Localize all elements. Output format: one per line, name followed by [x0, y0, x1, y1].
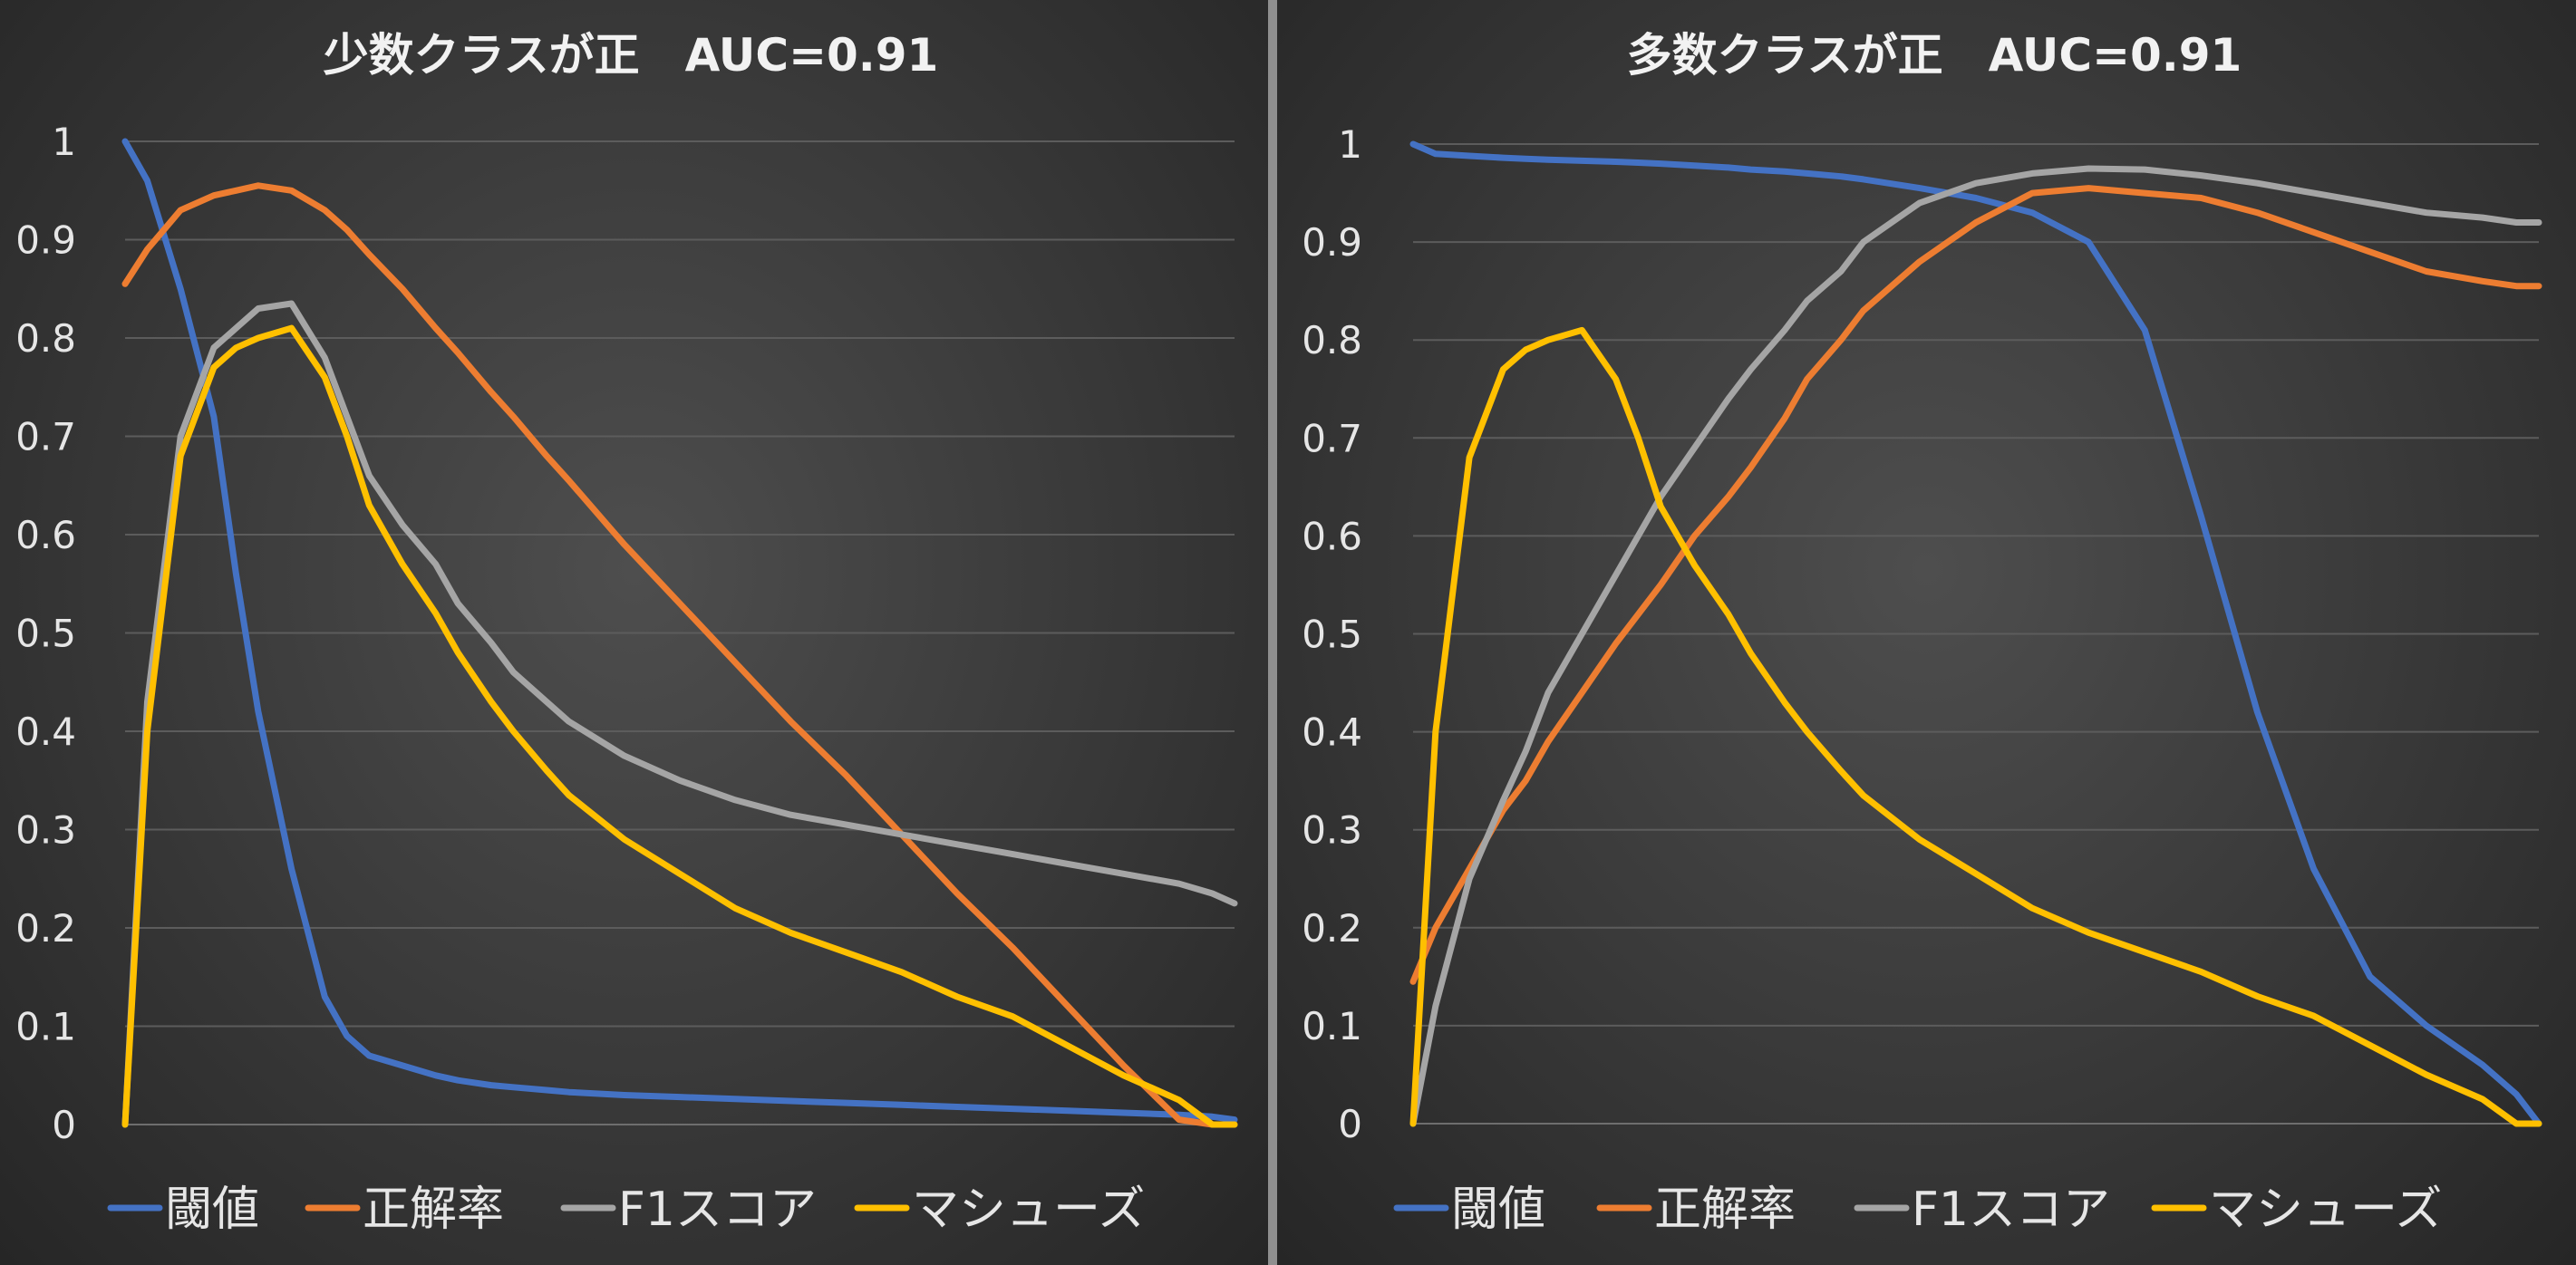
y-tick-label: 1 — [52, 120, 76, 164]
y-tick-label: 0.4 — [1302, 710, 1362, 755]
chart-panel-left: 少数クラスが正 AUC=0.91 0 0.1 0.2 0.3 0.4 0.5 0.6 0.7 0.… — [0, 0, 1268, 1265]
y-tick-label: 0.5 — [15, 612, 76, 656]
series-line-0 — [1409, 140, 2542, 1127]
y-tick-label: 0.9 — [15, 218, 76, 263]
series-line-3 — [1409, 326, 2542, 1127]
chart-svg-right: 多数クラスが正 AUC=0.91 0 0.1 0.2 0.3 0.4 0.5 0.6 0.7 0.… — [1302, 29, 2542, 1237]
legend-label: F1スコア — [1912, 1183, 2110, 1237]
chart-title: 多数クラスが正 AUC=0.91 — [1627, 29, 2242, 82]
y-tick-label: 0 — [1338, 1102, 1362, 1146]
y-tick-label: 0.5 — [1302, 613, 1362, 657]
y-tick-label: 0.6 — [1302, 514, 1362, 558]
y-tick-label: 0.2 — [1302, 906, 1362, 951]
y-tick-label: 0.2 — [15, 906, 76, 951]
series-line-1 — [121, 182, 1238, 1128]
y-tick-label: 0.3 — [15, 808, 76, 853]
series-line-3 — [121, 324, 1238, 1128]
chart-title: 少数クラスが正 AUC=0.91 — [324, 29, 939, 82]
series-line-0 — [121, 138, 1238, 1124]
legend-label: 閾値 — [1451, 1183, 1545, 1237]
y-tick-label: 0.9 — [1302, 220, 1362, 265]
chart-svg-left: 少数クラスが正 AUC=0.91 0 0.1 0.2 0.3 0.4 0.5 0.6 0.7 0.… — [15, 29, 1238, 1237]
panel-divider — [1268, 0, 1277, 1265]
series-line-2 — [121, 300, 1238, 1128]
y-tick-label: 0.6 — [15, 513, 76, 557]
legend-label: 正解率 — [363, 1183, 504, 1237]
legend-label: マシューズ — [2209, 1183, 2442, 1237]
series-line-1 — [1409, 185, 2542, 985]
legend-label: 閾値 — [165, 1183, 259, 1237]
legend-label: F1スコア — [618, 1183, 817, 1237]
y-tick-label: 0.8 — [15, 316, 76, 361]
y-tick-label: 0.7 — [1302, 416, 1362, 460]
y-tick-label: 0.1 — [1302, 1004, 1362, 1048]
y-tick-label: 0 — [52, 1103, 76, 1147]
y-tick-label: 0.7 — [15, 415, 76, 459]
chart-panel-right: 多数クラスが正 AUC=0.91 0 0.1 0.2 0.3 0.4 0.5 0.6 0.7 0.… — [1277, 0, 2576, 1265]
series-line-2 — [1409, 165, 2542, 1127]
y-tick-label: 0.1 — [15, 1005, 76, 1049]
y-tick-label: 0.4 — [15, 710, 76, 754]
legend-label: マシューズ — [912, 1183, 1145, 1237]
y-tick-label: 0.3 — [1302, 808, 1362, 853]
legend-label: 正解率 — [1654, 1183, 1796, 1237]
y-tick-label: 0.8 — [1302, 318, 1362, 362]
y-tick-label: 1 — [1338, 122, 1362, 167]
